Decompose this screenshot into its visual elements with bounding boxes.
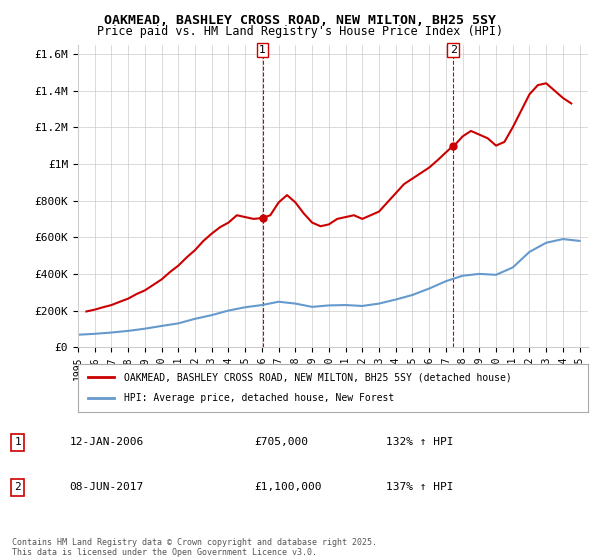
Text: 1: 1 <box>259 45 266 55</box>
Text: HPI: Average price, detached house, New Forest: HPI: Average price, detached house, New … <box>124 393 394 403</box>
Text: £705,000: £705,000 <box>254 437 308 447</box>
Text: OAKMEAD, BASHLEY CROSS ROAD, NEW MILTON, BH25 5SY: OAKMEAD, BASHLEY CROSS ROAD, NEW MILTON,… <box>104 14 496 27</box>
Text: 132% ↑ HPI: 132% ↑ HPI <box>386 437 454 447</box>
Text: 12-JAN-2006: 12-JAN-2006 <box>70 437 144 447</box>
Text: 2: 2 <box>14 482 21 492</box>
Text: 137% ↑ HPI: 137% ↑ HPI <box>386 482 454 492</box>
Text: OAKMEAD, BASHLEY CROSS ROAD, NEW MILTON, BH25 5SY (detached house): OAKMEAD, BASHLEY CROSS ROAD, NEW MILTON,… <box>124 372 512 382</box>
Text: £1,100,000: £1,100,000 <box>254 482 322 492</box>
Text: 08-JUN-2017: 08-JUN-2017 <box>70 482 144 492</box>
Text: 2: 2 <box>449 45 457 55</box>
Text: Contains HM Land Registry data © Crown copyright and database right 2025.
This d: Contains HM Land Registry data © Crown c… <box>12 538 377 557</box>
Text: Price paid vs. HM Land Registry's House Price Index (HPI): Price paid vs. HM Land Registry's House … <box>97 25 503 38</box>
Text: 1: 1 <box>14 437 21 447</box>
